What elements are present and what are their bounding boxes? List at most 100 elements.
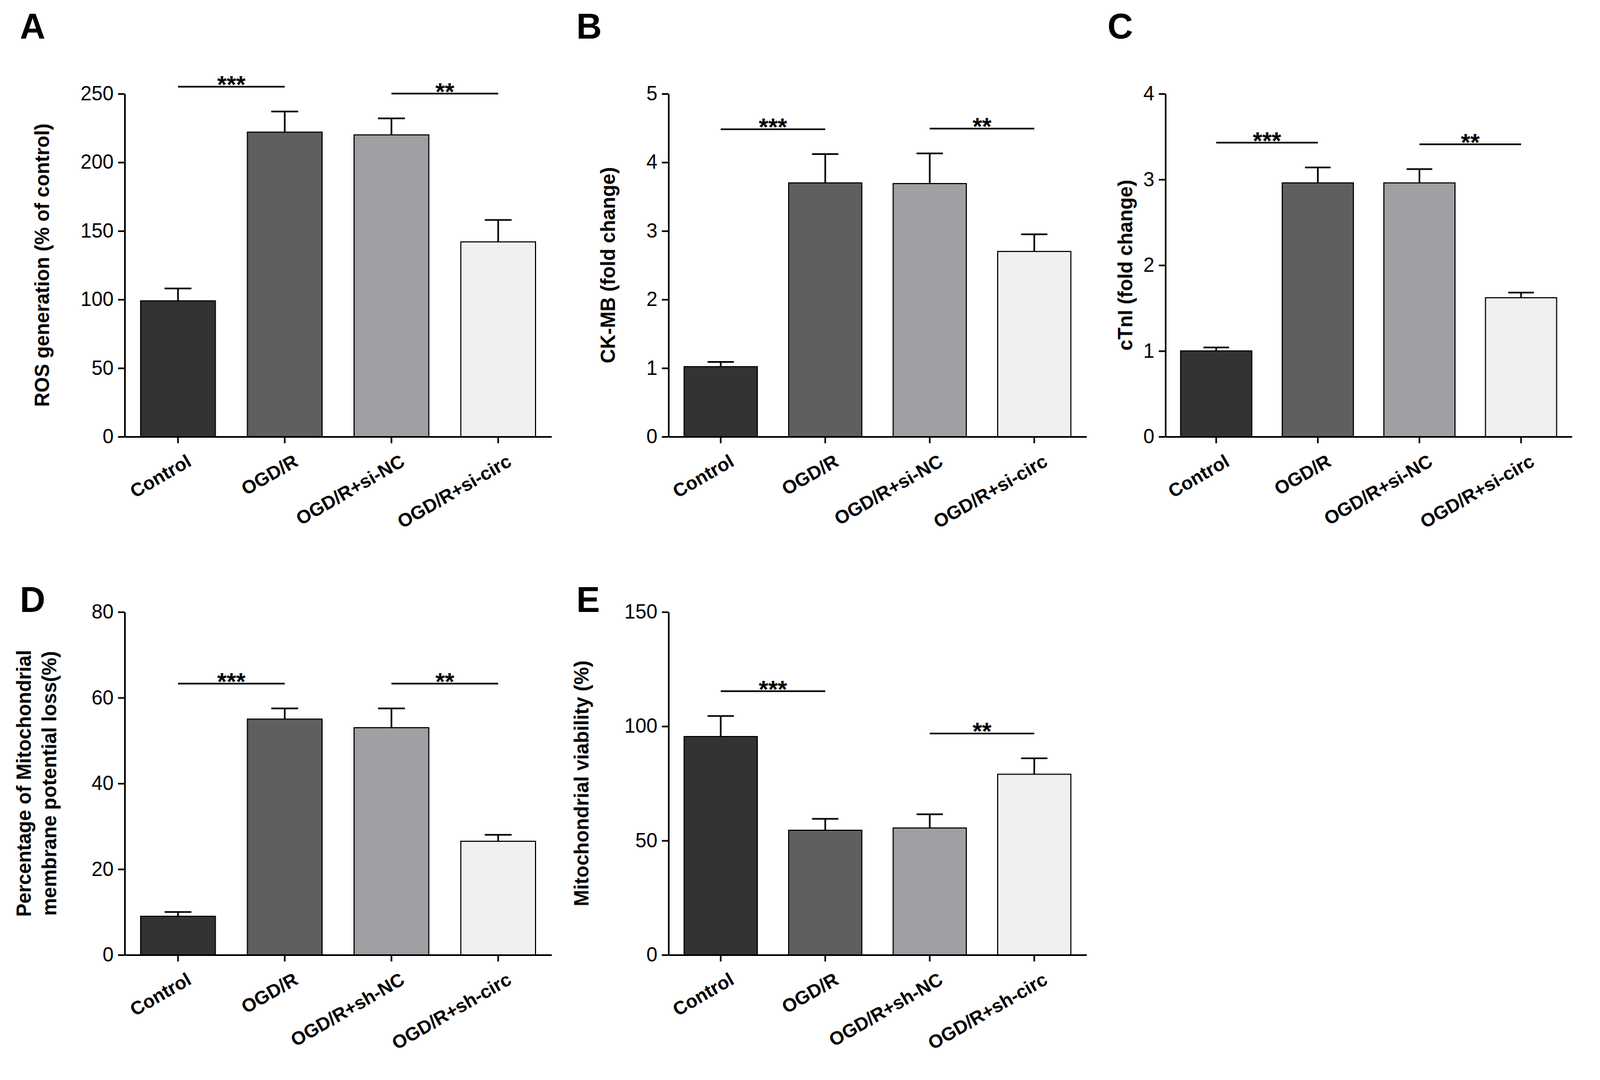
y-tick-label: 4 xyxy=(1143,82,1155,105)
x-tick: Control xyxy=(126,436,195,502)
bar xyxy=(247,132,323,437)
error-bar xyxy=(1203,347,1229,351)
y-tick-label: 200 xyxy=(80,150,114,174)
plot-area xyxy=(683,716,1071,956)
y-tick-mark xyxy=(118,298,125,301)
x-tick-mark xyxy=(928,955,931,962)
error-bar xyxy=(377,118,405,136)
y-tick-label: 80 xyxy=(91,600,114,624)
y-tick-mark xyxy=(661,954,669,957)
x-axis: Control OGD/ROGD/R+si-NCOGD/R+si-circ xyxy=(669,436,1088,533)
x-axis-line xyxy=(1165,436,1573,438)
x-tick-mark xyxy=(719,955,722,962)
plot-area xyxy=(683,153,1071,437)
x-tick-mark xyxy=(390,436,393,444)
x-axis-line xyxy=(125,436,553,438)
x-tick: OGD/R+si-circ xyxy=(929,436,1051,533)
panel-label: B xyxy=(576,6,602,47)
y-tick-label: 5 xyxy=(646,82,658,105)
x-axis-line xyxy=(669,436,1088,438)
x-tick: OGD/R+si-circ xyxy=(393,436,515,533)
error-bar xyxy=(484,835,512,842)
y-tick-label: 60 xyxy=(91,686,114,710)
x-tick-label: OGD/R xyxy=(237,450,302,500)
panel: 020406080ControlOGD/ROGD/R+sh-NCOGD/R+sh… xyxy=(12,580,553,1054)
y-tick: 2 xyxy=(1143,253,1166,277)
bar xyxy=(997,774,1072,956)
y-axis: 020406080 xyxy=(91,600,126,967)
panel-label: E xyxy=(576,580,601,620)
y-tick: 3 xyxy=(1143,168,1166,191)
y-tick: 5 xyxy=(646,82,669,105)
y-tick-label: 0 xyxy=(646,425,658,448)
panel: 050100150200250ControlOGD/ROGD/R+si-NCOG… xyxy=(19,6,553,533)
bar xyxy=(1180,351,1252,438)
significance-label: ** xyxy=(435,668,455,696)
y-tick-mark xyxy=(661,93,669,95)
y-axis-title: Mitochondrial viability (%) xyxy=(570,660,593,907)
x-tick-mark xyxy=(1418,436,1421,444)
y-tick-label: 50 xyxy=(91,356,114,380)
y-axis-line xyxy=(124,94,126,438)
significance-label: *** xyxy=(758,113,788,141)
y-tick-mark xyxy=(661,230,669,233)
panel: 01234ControlOGD/ROGD/R+si-NCOGD/R+si-cir… xyxy=(1107,6,1573,533)
x-axis-line xyxy=(669,954,1088,957)
x-tick: Control xyxy=(669,436,738,502)
x-tick-label: OGD/R+si-NC xyxy=(830,450,947,530)
x-tick-label: Control xyxy=(1164,450,1233,502)
x-tick: OGD/R+si-circ xyxy=(1416,436,1538,533)
x-tick-label: OGD/R xyxy=(778,450,843,500)
bar xyxy=(140,301,216,437)
error-bar xyxy=(164,288,192,301)
significance-label: ** xyxy=(1461,129,1481,157)
error-bar xyxy=(811,153,839,183)
plot-area xyxy=(140,708,536,956)
bar xyxy=(683,736,758,956)
y-tick-mark xyxy=(118,161,125,164)
y-tick-label: 0 xyxy=(102,943,114,967)
y-tick-mark xyxy=(118,93,125,95)
error-bar xyxy=(707,716,735,737)
x-tick: OGD/R xyxy=(778,436,843,500)
bar xyxy=(354,135,429,437)
y-tick-label: 3 xyxy=(1143,168,1155,191)
x-axis: ControlOGD/ROGD/R+si-NCOGD/R+si-circ xyxy=(1164,436,1572,533)
x-tick-mark xyxy=(1033,955,1036,962)
x-tick-label: OGD/R+sh-circ xyxy=(388,969,515,1054)
y-tick-label: 100 xyxy=(80,287,114,311)
bar xyxy=(1485,297,1557,437)
y-tick: 0 xyxy=(646,943,669,967)
x-tick-mark xyxy=(497,436,500,444)
y-tick: 20 xyxy=(91,858,125,881)
y-tick-mark xyxy=(1158,179,1166,181)
x-tick-mark xyxy=(284,955,286,962)
x-tick: OGD/R xyxy=(237,955,302,1018)
x-tick-label: OGD/R+si-circ xyxy=(393,450,515,533)
bar xyxy=(461,841,536,956)
x-axis: ControlOGD/ROGD/R+si-NCOGD/R+si-circ xyxy=(125,436,553,533)
y-tick-mark xyxy=(118,783,125,785)
x-tick-label: OGD/R xyxy=(237,969,302,1019)
y-tick: 1 xyxy=(646,356,669,380)
panel-label: C xyxy=(1107,6,1133,47)
y-tick-mark xyxy=(118,954,125,957)
x-tick-mark xyxy=(824,955,827,962)
bar xyxy=(788,830,863,956)
y-tick: 0 xyxy=(102,425,125,448)
error-bar xyxy=(164,912,192,917)
y-tick-mark xyxy=(1158,436,1166,438)
y-tick: 100 xyxy=(624,714,669,738)
x-axis: ControlOGD/ROGD/R+sh-NCOGD/R+sh-circ xyxy=(125,955,553,1054)
bar xyxy=(354,728,429,956)
error-bar xyxy=(377,708,405,729)
x-tick-mark xyxy=(1317,436,1319,444)
figure: 050100150200250ControlOGD/ROGD/R+si-NCOG… xyxy=(0,0,1600,1080)
x-tick-mark xyxy=(1520,436,1522,444)
y-tick-mark xyxy=(661,611,669,614)
x-tick-label: OGD/R+si-circ xyxy=(1416,450,1538,533)
y-tick-label: 1 xyxy=(646,356,658,380)
panel: 012345ControlOGD/ROGD/R+si-NCOGD/R+si-ci… xyxy=(576,6,1088,533)
significance-label: *** xyxy=(217,71,246,99)
significance-label: *** xyxy=(1253,127,1282,155)
